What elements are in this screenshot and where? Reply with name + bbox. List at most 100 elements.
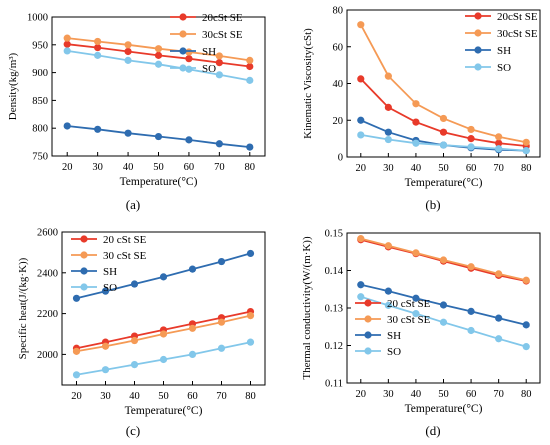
x-tick-label: 30	[92, 162, 103, 173]
panel-label: (b)	[425, 197, 440, 212]
x-tick-label: 30	[383, 163, 394, 174]
y-tick-label: 2400	[37, 268, 58, 279]
data-point	[439, 141, 448, 149]
legend-swatch-marker	[80, 235, 88, 243]
legend-label: SO	[497, 62, 511, 74]
data-point	[246, 76, 254, 84]
y-axis-label: Thermal conductivity(W/(m·K))	[301, 236, 313, 380]
legend-label: 20cSt SE	[202, 12, 243, 24]
y-tick-label: 2200	[37, 309, 58, 320]
data-point	[467, 326, 475, 335]
legend-swatch-marker	[474, 63, 482, 71]
data-point	[357, 75, 365, 83]
data-point	[384, 135, 392, 144]
legend-label: 20 cSt SE	[387, 298, 431, 310]
data-point	[384, 287, 392, 295]
data-point	[72, 371, 81, 379]
y-tick-label: 80	[333, 6, 344, 17]
legend-label: SH	[387, 330, 401, 342]
legend-swatch-marker	[80, 251, 88, 259]
data-point	[495, 335, 503, 343]
data-point	[384, 242, 392, 250]
data-point	[101, 342, 110, 350]
chart-panel-a: 20 30 40 50 60 70 80 750 800 850 900 950 1000 Tempera…	[7, 12, 266, 212]
data-point	[384, 128, 392, 136]
y-axis-label: Kinematic Viscosity(cSt)	[302, 28, 314, 139]
panel-label: (a)	[126, 197, 140, 212]
data-point	[467, 307, 475, 315]
data-point	[357, 281, 365, 289]
x-tick-label: 20	[62, 162, 73, 173]
y-tick-label: 1000	[27, 13, 48, 24]
x-tick-label: 20	[356, 163, 367, 174]
legend-swatch-marker	[364, 347, 372, 355]
x-tick-label: 30	[100, 391, 111, 402]
y-tick-label: 0.14	[325, 266, 344, 277]
legend-label: SO	[202, 63, 216, 75]
x-tick-label: 70	[214, 162, 225, 173]
data-point	[130, 336, 139, 345]
data-point	[522, 276, 530, 284]
data-point	[522, 146, 530, 155]
y-tick-label: 0	[338, 153, 343, 164]
data-point	[246, 338, 255, 346]
data-point	[357, 131, 365, 139]
data-point	[72, 294, 81, 302]
data-point	[467, 125, 475, 134]
legend-label: 30cSt SE	[497, 28, 538, 40]
panel-label: (d)	[425, 423, 440, 438]
y-axis-label: Density(kg/m³)	[7, 52, 19, 120]
data-point	[94, 51, 102, 59]
data-point	[217, 318, 226, 326]
x-tick-label: 40	[411, 163, 422, 174]
x-tick-label: 80	[521, 163, 532, 174]
legend-swatch-marker	[179, 64, 187, 72]
x-tick-label: 60	[466, 389, 477, 400]
data-point	[357, 116, 365, 124]
data-point	[124, 129, 132, 137]
data-point	[124, 41, 132, 49]
x-tick-label: 30	[383, 389, 394, 400]
y-tick-label: 0.12	[325, 341, 343, 352]
data-point	[384, 301, 392, 309]
y-tick-label: 2000	[37, 350, 58, 361]
data-point	[154, 51, 163, 59]
data-point	[188, 350, 197, 358]
x-axis-label: Temperature(°C)	[120, 176, 198, 188]
data-point	[130, 280, 139, 288]
data-point	[467, 135, 475, 143]
x-tick-label: 70	[493, 163, 504, 174]
data-point	[154, 60, 163, 68]
data-point	[522, 321, 530, 329]
y-tick-label: 800	[32, 124, 48, 135]
data-point	[101, 287, 110, 295]
data-point	[159, 273, 168, 281]
data-point	[357, 293, 365, 301]
x-tick-label: 70	[493, 389, 504, 400]
data-point	[357, 235, 365, 243]
chart-panel-d: 20 30 40 50 60 70 80 0.11 0.12 0.13 0.14 0.15 Temper…	[301, 229, 541, 438]
data-point	[124, 47, 132, 56]
data-point	[412, 310, 420, 318]
data-point	[357, 21, 365, 29]
x-tick-label: 20	[71, 391, 82, 402]
legend-swatch-marker	[80, 283, 88, 291]
x-tick-label: 80	[245, 391, 256, 402]
x-tick-label: 80	[521, 389, 532, 400]
legend-label: 30 cSt SE	[103, 250, 147, 262]
data-point	[495, 314, 503, 322]
x-tick-label: 70	[216, 391, 227, 402]
data-point	[72, 347, 81, 355]
legend-label: SH	[202, 46, 216, 58]
y-tick-label: 900	[32, 68, 48, 79]
legend-swatch-marker	[364, 315, 372, 323]
data-point	[522, 343, 530, 351]
data-point	[101, 366, 110, 374]
legend-label: 20cSt SE	[497, 11, 538, 23]
x-tick-label: 40	[129, 391, 140, 402]
legend-label: 30cSt SE	[202, 29, 243, 41]
data-point	[185, 136, 193, 144]
legend-swatch-marker	[179, 30, 187, 38]
x-tick-label: 60	[184, 162, 195, 173]
data-point	[63, 34, 71, 42]
